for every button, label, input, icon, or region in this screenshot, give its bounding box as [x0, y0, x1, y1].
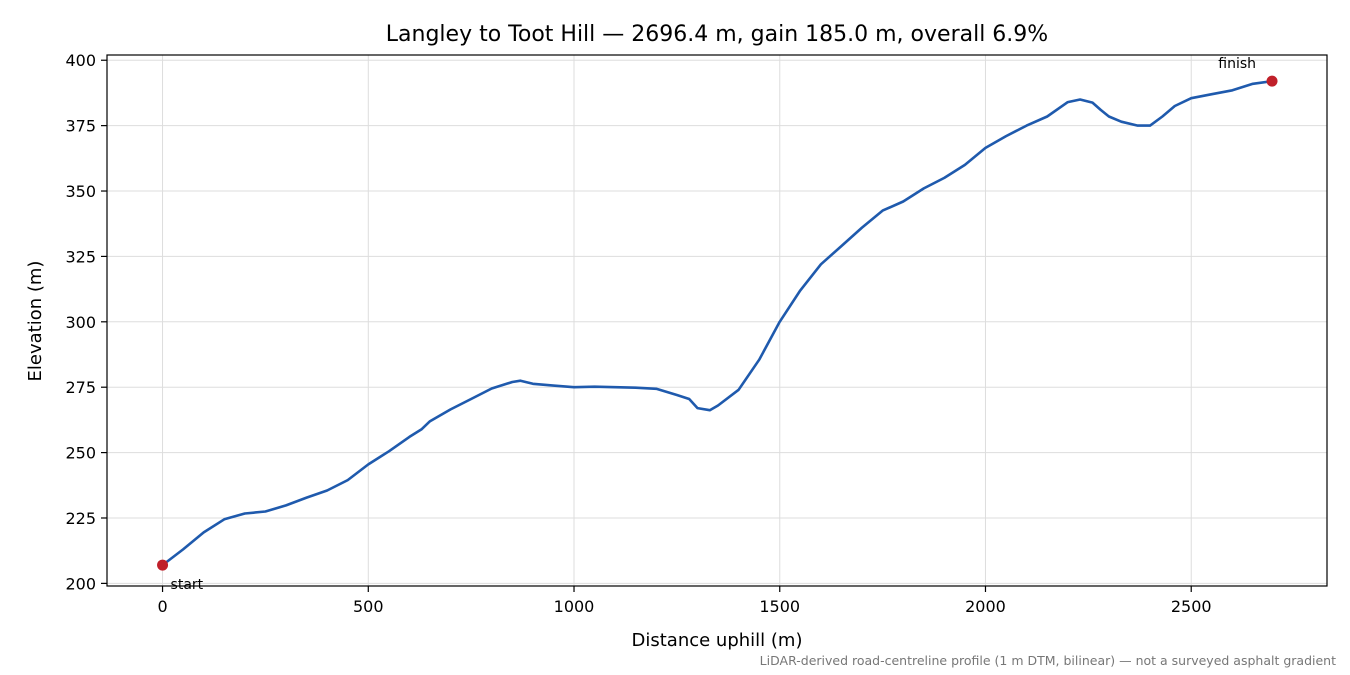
y-tick-label: 350 [65, 182, 96, 201]
x-axis-label: Distance uphill (m) [632, 630, 803, 651]
x-tick-label: 500 [353, 597, 384, 616]
x-tick-label: 0 [157, 597, 167, 616]
y-axis-label: Elevation (m) [25, 261, 46, 382]
y-tick-label: 400 [65, 51, 96, 70]
y-tick-label: 225 [65, 509, 96, 528]
x-axis-ticks: 0 500 1000 1500 2000 2500 [157, 586, 1212, 616]
x-tick-label: 2000 [965, 597, 1006, 616]
y-tick-label: 275 [65, 378, 96, 397]
finish-point-label: finish [1218, 56, 1256, 72]
plot-frame [106, 54, 1328, 587]
x-tick-label: 1000 [554, 597, 595, 616]
elevation-series-line [161, 79, 1274, 567]
annotated-points: start finish [157, 56, 1278, 593]
start-point-marker [157, 559, 169, 571]
series-layer [161, 79, 1274, 567]
finish-point-marker [1266, 75, 1278, 87]
y-tick-label: 300 [65, 313, 96, 332]
start-point-label: start [171, 577, 204, 593]
chart-title: Langley to Toot Hill — 2696.4 m, gain 18… [386, 22, 1048, 47]
x-tick-label: 1500 [759, 597, 800, 616]
y-axis-ticks: 200 225 250 275 300 325 350 375 400 [65, 51, 107, 593]
gridlines [107, 55, 1327, 586]
axes-border [106, 54, 1328, 587]
footnote: LiDAR-derived road-centreline profile (1… [760, 653, 1336, 668]
y-tick-label: 375 [65, 117, 96, 136]
x-tick-label: 2500 [1171, 597, 1212, 616]
y-tick-label: 250 [65, 444, 96, 463]
y-tick-label: 200 [65, 574, 96, 593]
y-tick-label: 325 [65, 247, 96, 266]
